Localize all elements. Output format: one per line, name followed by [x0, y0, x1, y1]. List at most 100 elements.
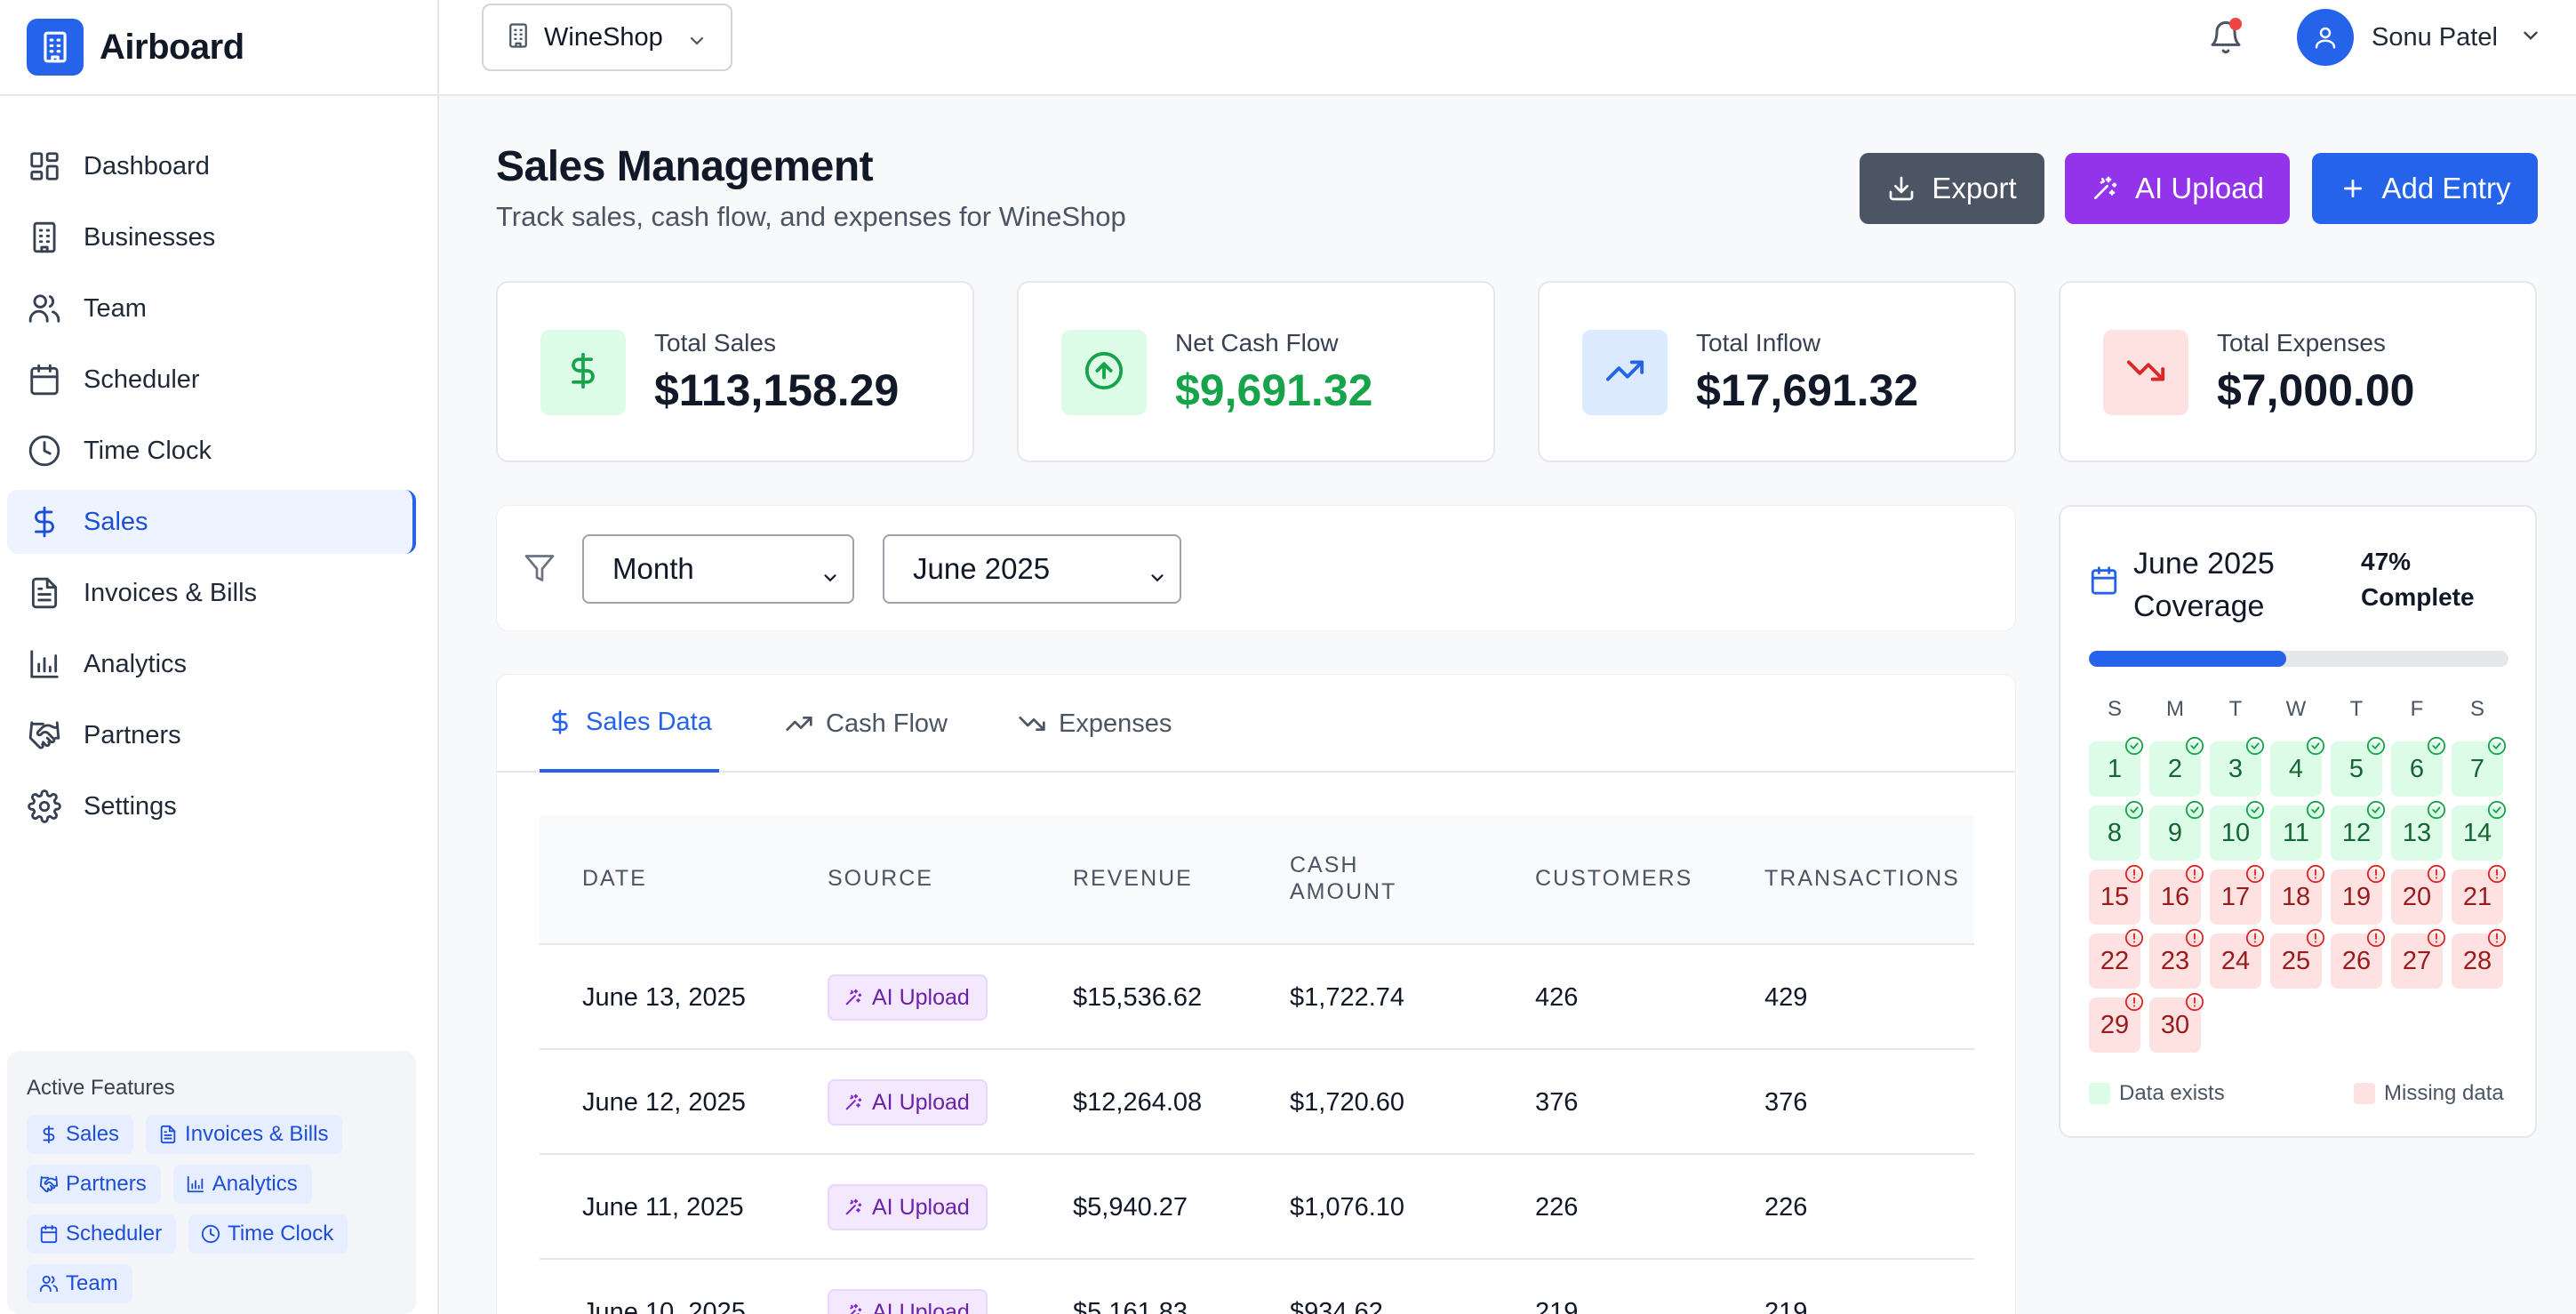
source-badge: AI Upload: [828, 1289, 988, 1314]
feature-chip-time-clock[interactable]: Time Clock: [188, 1214, 348, 1254]
check-circle-icon: [2124, 736, 2144, 756]
feature-chip-invoices-and-bills[interactable]: Invoices & Bills: [146, 1115, 343, 1154]
source-badge-label: AI Upload: [872, 984, 970, 1010]
trending-down-icon: [1018, 709, 1046, 738]
business-selector[interactable]: WineShop: [482, 4, 732, 71]
users-icon: [27, 291, 62, 326]
calendar-day[interactable]: 14: [2452, 800, 2507, 861]
calendar-day[interactable]: 9: [2149, 800, 2204, 861]
feature-chip-analytics[interactable]: Analytics: [172, 1165, 312, 1204]
calendar-day[interactable]: 16: [2149, 864, 2204, 925]
calendar-day[interactable]: 30: [2149, 992, 2204, 1053]
calendar-day[interactable]: 15: [2089, 864, 2144, 925]
sidebar-item-dashboard[interactable]: Dashboard: [7, 134, 416, 198]
feature-chip-sales[interactable]: Sales: [27, 1115, 134, 1154]
calendar-day[interactable]: 8: [2089, 800, 2144, 861]
calendar-day[interactable]: 10: [2210, 800, 2265, 861]
notifications-button[interactable]: [2204, 18, 2247, 60]
calendar-day[interactable]: 12: [2331, 800, 2386, 861]
sidebar-item-sales[interactable]: Sales: [7, 490, 416, 554]
sidebar-item-businesses[interactable]: Businesses: [7, 205, 416, 269]
calendar-day-number: 16: [2160, 882, 2190, 911]
column-header-cash-amount[interactable]: CASH AMOUNT: [1290, 853, 1397, 904]
coverage-title: June 2025 Coverage: [2133, 547, 2275, 623]
add-entry-button[interactable]: Add Entry: [2312, 153, 2538, 224]
calendar-day[interactable]: 19: [2331, 864, 2386, 925]
column-header-source[interactable]: SOURCE: [828, 866, 933, 891]
calendar-day-number: 5: [2348, 754, 2364, 783]
ai-upload-button[interactable]: AI Upload: [2065, 153, 2290, 224]
calendar-day[interactable]: 6: [2391, 736, 2446, 797]
table-row[interactable]: June 11, 2025 AI Upload $5,940.27 $1,076…: [540, 1155, 1974, 1260]
feature-chip-team[interactable]: Team: [27, 1264, 132, 1303]
column-header-transactions[interactable]: TRANSACTIONS: [1764, 866, 1960, 891]
calendar-day[interactable]: 11: [2270, 800, 2325, 861]
calendar-day[interactable]: 28: [2452, 928, 2507, 989]
calendar-day[interactable]: 5: [2331, 736, 2386, 797]
filter-icon: [524, 552, 556, 589]
table-row[interactable]: June 10, 2025 AI Upload $5,161.83 $934.6…: [540, 1260, 1974, 1314]
table-body: June 13, 2025 AI Upload $15,536.62 $1,72…: [540, 945, 1974, 1314]
table-row[interactable]: June 13, 2025 AI Upload $15,536.62 $1,72…: [540, 945, 1974, 1050]
tab-label: Sales Data: [586, 707, 712, 736]
source-badge: AI Upload: [828, 974, 988, 1021]
calendar-day[interactable]: 17: [2210, 864, 2265, 925]
sidebar-item-time-clock[interactable]: Time Clock: [7, 419, 416, 483]
period-select[interactable]: June 2025: [883, 534, 1181, 604]
period-type-select[interactable]: Month: [582, 534, 854, 604]
calendar-day[interactable]: 13: [2391, 800, 2446, 861]
trending-up-icon: [785, 709, 813, 738]
table-row[interactable]: June 12, 2025 AI Upload $12,264.08 $1,72…: [540, 1050, 1974, 1155]
trending-up-icon: [1604, 350, 1645, 396]
calendar-icon: [2089, 565, 2119, 600]
calendar-day[interactable]: 27: [2391, 928, 2446, 989]
tab-cash-flow[interactable]: Cash Flow: [785, 675, 948, 773]
alert-circle-icon: [2366, 864, 2386, 884]
column-header-date[interactable]: DATE: [582, 866, 647, 891]
calendar-day[interactable]: 26: [2331, 928, 2386, 989]
feature-chips: Sales Invoices & Bills Partners Analytic…: [27, 1115, 396, 1303]
stat-value: $9,691.32: [1175, 365, 1373, 415]
stat-card-total-inflow: Total Inflow $17,691.32: [1538, 281, 2016, 462]
sparkles-icon: [844, 1302, 863, 1314]
brand[interactable]: Airboard: [0, 0, 437, 96]
export-button[interactable]: Export: [1860, 153, 2044, 224]
tab-expenses[interactable]: Expenses: [1018, 675, 1172, 773]
calendar-day[interactable]: 1: [2089, 736, 2144, 797]
sidebar-item-invoices-and-bills[interactable]: Invoices & Bills: [7, 561, 416, 625]
gear-icon: [27, 789, 62, 824]
calendar-day[interactable]: 29: [2089, 992, 2144, 1053]
ai-upload-button-label: AI Upload: [2135, 172, 2264, 204]
calendar-day[interactable]: 18: [2270, 864, 2325, 925]
calendar-day-number: 21: [2462, 882, 2492, 911]
weekday-label: T: [2228, 697, 2243, 721]
cell-revenue: $5,940.27: [1073, 1192, 1188, 1222]
column-header-revenue[interactable]: REVENUE: [1073, 866, 1193, 891]
calendar-day[interactable]: 23: [2149, 928, 2204, 989]
calendar-day[interactable]: 21: [2452, 864, 2507, 925]
calendar-day[interactable]: 24: [2210, 928, 2265, 989]
sidebar-item-analytics[interactable]: Analytics: [7, 632, 416, 696]
tab-sales-data[interactable]: Sales Data: [540, 675, 719, 773]
calendar-day[interactable]: 20: [2391, 864, 2446, 925]
handshake-icon: [27, 717, 62, 753]
sidebar-item-team[interactable]: Team: [7, 276, 416, 341]
calendar-day-number: 7: [2469, 754, 2485, 783]
sidebar-item-partners[interactable]: Partners: [7, 703, 416, 767]
calendar-day[interactable]: 4: [2270, 736, 2325, 797]
calendar-day[interactable]: 7: [2452, 736, 2507, 797]
user-menu[interactable]: Sonu Patel: [2297, 9, 2542, 66]
tab-label: Cash Flow: [826, 709, 948, 738]
calendar-day[interactable]: 2: [2149, 736, 2204, 797]
calendar-day[interactable]: 3: [2210, 736, 2265, 797]
column-header-customers[interactable]: CUSTOMERS: [1535, 866, 1693, 891]
calendar-day[interactable]: 22: [2089, 928, 2144, 989]
feature-chip-scheduler[interactable]: Scheduler: [27, 1214, 177, 1254]
weekday-label: S: [2107, 697, 2122, 721]
feature-chip-partners[interactable]: Partners: [27, 1165, 161, 1204]
calendar-day-number: 2: [2167, 754, 2183, 783]
calendar-day[interactable]: 25: [2270, 928, 2325, 989]
export-button-label: Export: [1932, 172, 2017, 204]
sidebar-item-scheduler[interactable]: Scheduler: [7, 348, 416, 412]
sidebar-item-settings[interactable]: Settings: [7, 774, 416, 838]
